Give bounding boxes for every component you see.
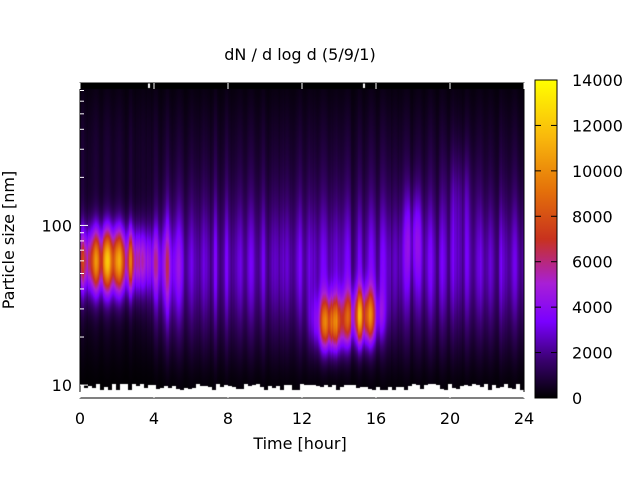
y-tick-label: 10 <box>52 376 72 395</box>
x-axis: 0 4 8 12 16 20 24 <box>75 83 534 428</box>
colorbar-axis: 0 2000 4000 6000 8000 10000 12000 14000 <box>535 71 623 408</box>
colorbar-tick-label: 12000 <box>572 116 623 135</box>
x-tick-label: 4 <box>149 409 159 428</box>
x-tick-label: 20 <box>440 409 460 428</box>
y-tick-label: 100 <box>41 216 72 235</box>
colorbar-tick-label: 4000 <box>572 298 613 317</box>
x-tick-label: 12 <box>292 409 312 428</box>
heatmap-image <box>80 83 524 398</box>
x-tick-label: 8 <box>223 409 233 428</box>
colorbar-tick-label: 0 <box>572 389 582 408</box>
colorbar-tick-label: 6000 <box>572 253 613 272</box>
x-tick-label: 16 <box>366 409 386 428</box>
colorbar-tick-label: 2000 <box>572 344 613 363</box>
x-axis-label: Time [hour] <box>252 434 346 453</box>
colorbar-tick-label: 14000 <box>572 71 623 90</box>
colorbar-tick-label: 8000 <box>572 207 613 226</box>
x-tick-label: 24 <box>514 409 534 428</box>
chart-title: dN / d log d (5/9/1) <box>224 45 375 64</box>
y-axis-label: Particle size [nm] <box>0 171 18 310</box>
colorbar-tick-label: 10000 <box>572 162 623 181</box>
y-axis: 10 100 <box>41 90 88 395</box>
colorbar <box>534 79 558 399</box>
x-tick-label: 0 <box>75 409 85 428</box>
